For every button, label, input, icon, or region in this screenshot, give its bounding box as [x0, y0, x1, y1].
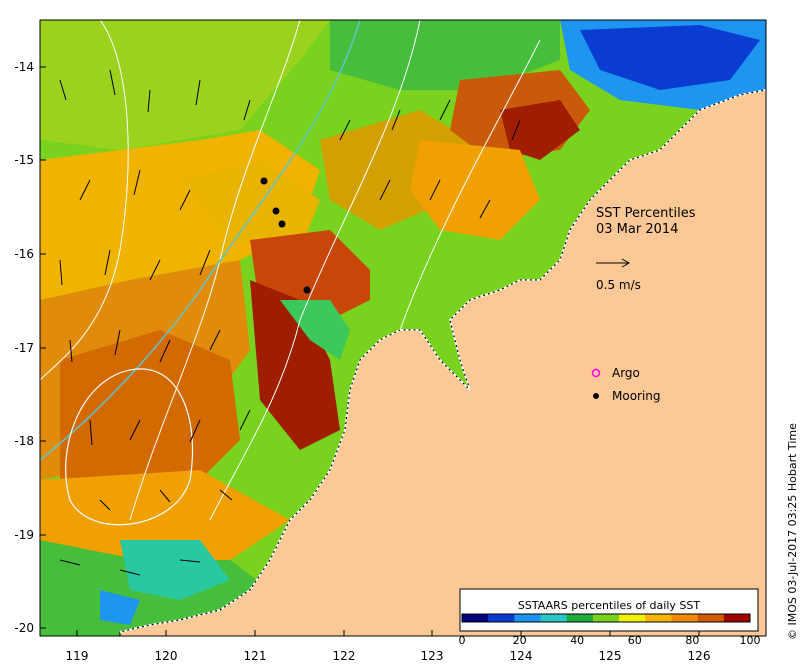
x-axis: 119 120 121 122 123 124 125 126: [66, 630, 711, 663]
current-vectors: [59, 69, 521, 576]
colorbar-swatches: [462, 614, 751, 622]
colorbar-swatch: [592, 614, 620, 622]
bathymetry-contours: [40, 20, 541, 526]
y-tick-label: -17: [14, 341, 34, 355]
credit-text: © IMOS 03-Jul-2017 03:25 Hobart Time: [786, 423, 799, 640]
y-tick-label: -19: [14, 528, 34, 542]
colorbar-swatch: [697, 614, 725, 622]
mooring-markers: [260, 177, 311, 294]
colorbar-tick: 40: [570, 634, 584, 647]
argo-label: Argo: [612, 366, 640, 380]
y-tick-label: -20: [14, 621, 34, 635]
mooring-icon: [593, 393, 599, 399]
x-tick-label: 125: [599, 649, 622, 663]
x-tick-label: 121: [244, 649, 267, 663]
marker-legend: Argo Mooring: [591, 366, 661, 403]
x-tick-label: 120: [155, 649, 178, 663]
y-tick-label: -18: [14, 434, 34, 448]
mooring-label: Mooring: [612, 389, 661, 403]
colorbar-box: [459, 588, 759, 632]
y-tick-label: -14: [14, 60, 34, 74]
arrow-icon: [621, 258, 631, 268]
scale-arrow: 0.5 m/s: [596, 258, 641, 292]
colorbar-tick: 20: [513, 634, 527, 647]
colorbar-swatch: [488, 614, 515, 622]
plot-frame: [39, 19, 767, 637]
mooring-marker: [303, 286, 311, 294]
colorbar-swatch: [671, 614, 699, 622]
colorbar-tick: 0: [459, 634, 466, 647]
x-tick-label: 124: [510, 649, 533, 663]
y-axis: -14 -15 -16 -17 -18 -19 -20: [14, 60, 46, 635]
colorbar-swatch: [723, 614, 751, 622]
colorbar-tick: 100: [740, 634, 761, 647]
y-tick-label: -16: [14, 247, 34, 261]
y-tick-label: -15: [14, 153, 34, 167]
mooring-marker: [278, 220, 286, 228]
argo-icon: [591, 368, 601, 378]
x-tick-label: 126: [688, 649, 711, 663]
colorbar-swatch: [566, 614, 594, 622]
colorbar-tick: 60: [628, 634, 642, 647]
map-date: 03 Mar 2014: [596, 222, 678, 237]
colorbar-swatch: [462, 614, 489, 622]
colorbar-swatch: [619, 614, 646, 622]
colorbar-swatch: [514, 614, 542, 622]
colorbar: SSTAARS percentiles of daily SST 0 20 40…: [459, 588, 761, 647]
scale-arrow-label: 0.5 m/s: [596, 278, 641, 292]
colorbar-swatch: [645, 614, 672, 622]
colorbar-title: SSTAARS percentiles of daily SST: [518, 599, 700, 612]
coastline-white: [119, 89, 767, 633]
mooring-marker: [260, 177, 268, 185]
map-title: SST Percentiles: [596, 206, 696, 221]
colorbar-swatch: [540, 614, 568, 622]
x-tick-label: 122: [333, 649, 356, 663]
x-tick-label: 123: [421, 649, 444, 663]
mooring-marker: [272, 207, 280, 215]
colorbar-tick: 80: [685, 634, 699, 647]
x-tick-label: 119: [66, 649, 89, 663]
